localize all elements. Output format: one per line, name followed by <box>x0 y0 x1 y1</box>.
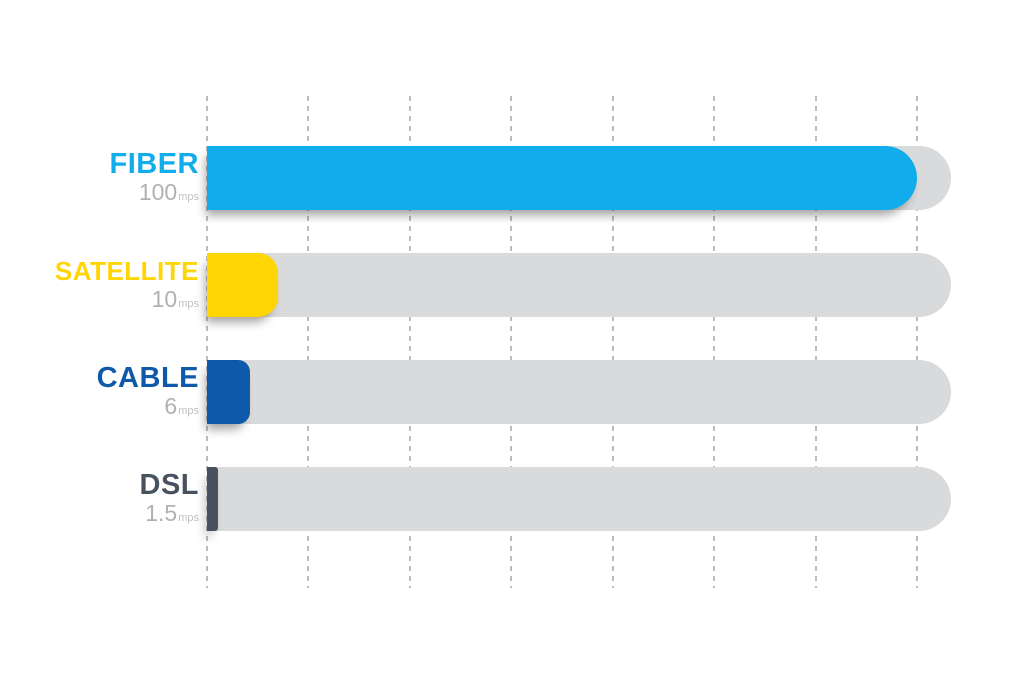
bar-category-label: SATELLITE <box>54 255 199 286</box>
bar-fiber <box>207 146 917 210</box>
bar-value-label: 100mps <box>138 178 199 208</box>
bar-dsl <box>207 467 218 531</box>
bar-label-block-dsl: DSL 1.5mps <box>0 467 200 531</box>
bar-value-unit: mps <box>178 190 199 203</box>
bar-track-cable <box>207 360 951 424</box>
bar-row-fiber: FIBER 100mps <box>0 146 1024 210</box>
bar-value-label: 1.5mps <box>145 499 199 529</box>
bar-row-dsl: DSL 1.5mps <box>0 467 1024 531</box>
gridline-6 <box>814 96 817 588</box>
bar-value-number: 1.5 <box>145 499 178 526</box>
bar-satellite <box>207 253 278 317</box>
bar-track-dsl <box>207 467 951 531</box>
bar-label-block-fiber: FIBER 100mps <box>0 146 200 210</box>
bar-value-label: 6mps <box>164 392 199 422</box>
bar-label-block-satellite: SATELLITE 10mps <box>0 253 199 317</box>
gridline-4 <box>611 96 614 588</box>
bar-value-unit: mps <box>178 404 199 417</box>
gridline-7 <box>916 96 918 588</box>
bar-category-label: DSL <box>139 468 199 501</box>
bar-value-unit: mps <box>178 297 199 310</box>
gridline-2 <box>408 96 411 588</box>
gridline-5 <box>713 96 716 588</box>
gridline-1 <box>307 96 310 588</box>
bar-row-satellite: SATELLITE 10mps <box>0 253 1024 317</box>
bar-track-fiber <box>207 146 951 210</box>
gridline-3 <box>510 96 513 588</box>
bar-value-label: 10mps <box>151 285 199 315</box>
bar-category-label: CABLE <box>96 361 199 394</box>
bar-value-number: 6 <box>164 392 178 419</box>
gridline-0 <box>206 96 208 588</box>
bar-row-cable: CABLE 6mps <box>0 360 1024 424</box>
bar-label-block-cable: CABLE 6mps <box>0 360 199 424</box>
bar-value-number: 10 <box>151 285 178 312</box>
bar-value-number: 100 <box>138 178 178 205</box>
bar-category-label: FIBER <box>109 147 199 180</box>
bar-track-satellite <box>207 253 951 317</box>
bar-value-unit: mps <box>178 511 199 524</box>
bar-cable <box>207 360 250 424</box>
